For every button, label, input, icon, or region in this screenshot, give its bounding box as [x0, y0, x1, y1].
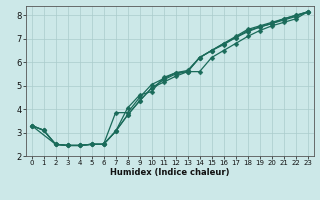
X-axis label: Humidex (Indice chaleur): Humidex (Indice chaleur) — [110, 168, 229, 177]
